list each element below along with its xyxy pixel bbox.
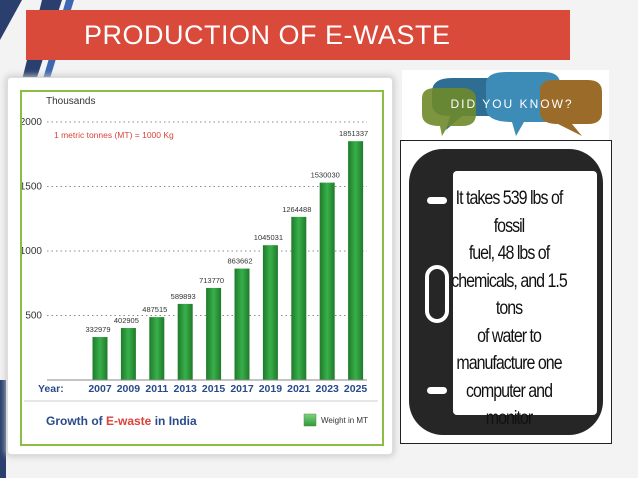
x-tick-label: 2013 [174, 383, 198, 395]
x-tick-label: 2019 [259, 383, 283, 395]
bar-value-label: 402905 [114, 316, 139, 325]
bar-value-label: 1045031 [254, 233, 283, 242]
chart-panel: Thousands 1 metric tonnes (MT) = 1000 Kg… [20, 90, 384, 446]
chart-caption: Growth of E-waste in India [46, 414, 197, 428]
bar [206, 287, 222, 380]
fact-line: of water to [477, 324, 542, 347]
phone-illustration: It takes 539 lbs of fossil fuel, 48 lbs … [400, 140, 612, 444]
speech-bubbles-graphic: DID YOU KNOW? [422, 72, 602, 136]
x-tick-label: 2011 [145, 383, 168, 395]
caption-prefix: Growth of [46, 414, 106, 428]
legend-label: Weight in MT [321, 416, 368, 425]
bar [120, 328, 136, 380]
caption-suffix: in India [151, 414, 197, 428]
did-you-know-banner: DID YOU KNOW? [402, 70, 609, 140]
bar [177, 303, 193, 380]
y-tick-label: 1500 [22, 182, 42, 193]
legend-swatch [303, 413, 317, 427]
y-tick-label: 2000 [22, 117, 42, 128]
bar-value-label: 1264488 [282, 205, 311, 214]
bar [291, 216, 307, 380]
fact-line: computer and monitor [466, 379, 553, 430]
did-you-know-label: DID YOU KNOW? [450, 97, 573, 111]
y-tick-label: 500 [25, 311, 42, 322]
bar-value-label: 863662 [227, 257, 252, 266]
x-tick-label: 2021 [287, 383, 311, 395]
phone-bottom-slot-icon [427, 387, 447, 394]
fact-line: chemicals, and 1.5 tons [451, 269, 568, 320]
bar [319, 182, 335, 380]
bar-value-label: 487515 [142, 305, 167, 314]
phone-screen: It takes 539 lbs of fossil fuel, 48 lbs … [451, 171, 597, 429]
fact-line: It takes 539 lbs of fossil [455, 187, 564, 237]
bar-value-label: 1530030 [311, 171, 340, 180]
y-tick-label: 1000 [22, 246, 42, 257]
bar-value-label: 1851337 [339, 129, 368, 138]
bar [234, 268, 250, 380]
xaxis-prefix: Year: [38, 383, 64, 395]
phone-body: It takes 539 lbs of fossil fuel, 48 lbs … [409, 149, 603, 435]
chart-unit-label: Thousands [46, 96, 95, 107]
fact-line: fuel, 48 lbs of [468, 242, 550, 264]
chart-frame: Thousands 1 metric tonnes (MT) = 1000 Kg… [8, 78, 392, 454]
caption-highlight: E-waste [106, 414, 152, 428]
chart-annotation: 1 metric tonnes (MT) = 1000 Kg [54, 130, 174, 140]
bar-value-label: 713770 [199, 276, 224, 285]
phone-home-button-icon [425, 265, 449, 323]
x-tick-label: 2009 [117, 383, 141, 395]
bar [262, 245, 278, 380]
bar [348, 141, 364, 380]
slide-title-bar: PRODUCTION OF E-WASTE [26, 10, 570, 60]
bar-value-label: 332979 [85, 325, 110, 334]
x-tick-label: 2007 [88, 383, 112, 395]
x-tick-label: 2017 [230, 383, 254, 395]
phone-hardware [425, 197, 449, 394]
x-tick-label: 2023 [316, 383, 340, 395]
ewaste-bar-chart: Thousands 1 metric tonnes (MT) = 1000 Kg… [22, 96, 378, 428]
fact-text: It takes 539 lbs of fossil fuel, 48 lbs … [450, 185, 568, 433]
bar-value-label: 589893 [171, 292, 196, 301]
bar [92, 337, 108, 380]
phone-speaker-icon [427, 197, 447, 204]
slide-title: PRODUCTION OF E-WASTE [84, 20, 451, 50]
x-tick-label: 2025 [344, 383, 368, 395]
x-tick-label: 2015 [202, 383, 226, 395]
fact-line: manufacture one [456, 352, 562, 374]
bar [149, 317, 165, 380]
